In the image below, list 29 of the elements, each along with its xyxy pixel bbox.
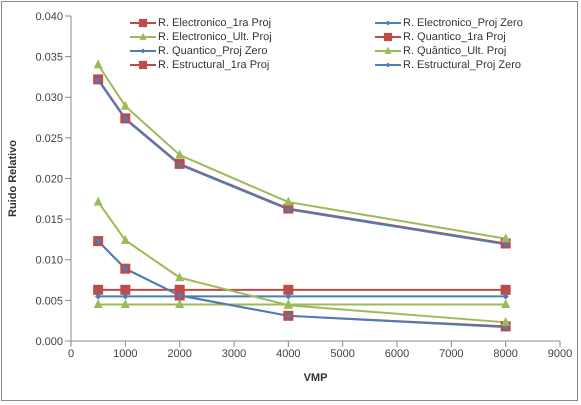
y-tick-label: 0.015 [35, 214, 63, 226]
x-tick-label: 0 [68, 348, 74, 360]
y-tick-label: 0.000 [35, 336, 63, 348]
legend-label: R. Quantico_Proj Zero [158, 45, 268, 57]
legend-label: R. Quântico_Ult. Proj [403, 45, 506, 57]
legend-label: R. Quantico_1ra Proj [403, 31, 506, 43]
x-tick-label: 3000 [222, 348, 246, 360]
y-tick-label: 0.020 [35, 173, 63, 186]
y-tick-label: 0.030 [35, 92, 63, 104]
legend-label: R. Electronico_Ult. Proj [158, 31, 272, 43]
x-tick-label: 7000 [439, 348, 464, 360]
x-tick-label: 4000 [276, 348, 301, 360]
y-tick-label: 0.035 [35, 52, 63, 64]
legend-label: R. Electronico_Proj Zero [403, 17, 523, 29]
x-tick-label: 1000 [113, 348, 138, 360]
x-tick-label: 5000 [330, 348, 355, 360]
x-tick-label: 2000 [167, 348, 192, 360]
x-tick-label: 8000 [493, 348, 518, 360]
y-tick-label: 0.025 [35, 132, 63, 145]
y-tick-label: 0.010 [35, 254, 63, 267]
y-axis-title: Ruido Relativo [6, 140, 19, 218]
x-tick-label: 6000 [384, 348, 410, 360]
x-axis-title: VMP [304, 372, 328, 384]
y-tick-label: 0.005 [35, 295, 63, 308]
legend-label: R. Estructural_Proj Zero [403, 59, 521, 71]
x-tick-label: 9000 [548, 348, 572, 360]
y-tick-label: 0.040 [35, 10, 63, 23]
legend-label: R. Electronico_1ra Proj [158, 17, 272, 29]
legend-label: R. Estructural_1ra Proj [158, 59, 270, 71]
